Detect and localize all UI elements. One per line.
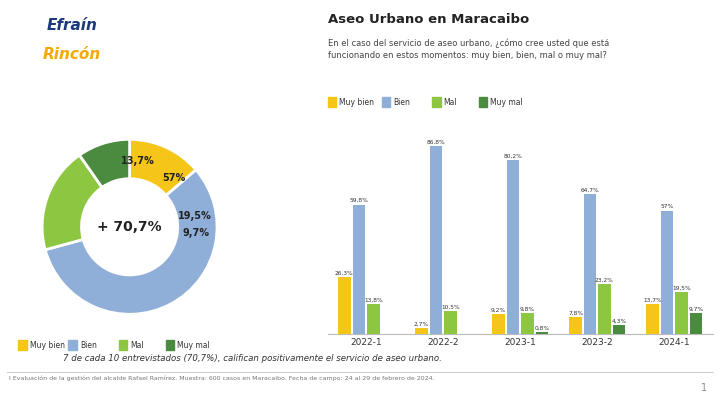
Wedge shape: [45, 170, 217, 314]
Bar: [353, 205, 365, 334]
Text: Rincón: Rincón: [43, 47, 101, 62]
Text: 9,8%: 9,8%: [520, 307, 535, 311]
Text: 57%: 57%: [660, 204, 674, 209]
Text: Muy mal: Muy mal: [490, 98, 523, 107]
Bar: [690, 313, 702, 334]
Text: 2,7%: 2,7%: [414, 322, 429, 327]
Text: Mal: Mal: [444, 98, 457, 107]
Text: 13,8%: 13,8%: [364, 298, 383, 303]
Text: Muy bien: Muy bien: [339, 98, 374, 107]
Bar: [507, 160, 519, 334]
Text: 19,5%: 19,5%: [179, 211, 212, 221]
Text: 0,8%: 0,8%: [534, 326, 549, 331]
Text: + 70,7%: + 70,7%: [97, 220, 162, 234]
Text: Muy mal: Muy mal: [177, 341, 210, 350]
Text: Mal: Mal: [130, 341, 144, 350]
Wedge shape: [130, 139, 196, 196]
Bar: [647, 305, 659, 334]
Text: 23,2%: 23,2%: [595, 277, 614, 283]
Text: 13,7%: 13,7%: [121, 156, 154, 166]
Text: Muy bien: Muy bien: [30, 341, 65, 350]
Text: 9,2%: 9,2%: [491, 308, 506, 313]
Bar: [598, 284, 611, 334]
Text: 4,3%: 4,3%: [611, 318, 626, 324]
Bar: [430, 146, 442, 334]
Text: I Evaluación de la gestión del alcalde Rafael Ramírez. Muestra: 600 casos en Mar: I Evaluación de la gestión del alcalde R…: [9, 376, 434, 382]
Text: En el caso del servicio de aseo urbano, ¿cómo cree usted que está
funcionando en: En el caso del servicio de aseo urbano, …: [328, 38, 609, 60]
Bar: [536, 333, 548, 334]
Text: 1: 1: [701, 383, 707, 393]
Text: 13,7%: 13,7%: [643, 298, 662, 303]
Text: 57%: 57%: [163, 173, 186, 183]
Text: 19,5%: 19,5%: [672, 286, 691, 290]
Bar: [675, 292, 688, 334]
Wedge shape: [79, 139, 130, 188]
Bar: [492, 314, 505, 334]
Text: 7,8%: 7,8%: [568, 311, 583, 316]
Bar: [570, 317, 582, 334]
Text: 59,8%: 59,8%: [349, 198, 369, 203]
Text: Efraín: Efraín: [47, 18, 97, 33]
Text: 64,7%: 64,7%: [580, 188, 599, 193]
Bar: [521, 313, 534, 334]
Wedge shape: [42, 155, 102, 250]
Text: 7 de cada 10 entrevistados (70,7%), califican positivamente el servicio de aseo : 7 de cada 10 entrevistados (70,7%), cali…: [63, 354, 441, 363]
Text: 86,8%: 86,8%: [426, 140, 445, 145]
Bar: [613, 325, 625, 334]
Text: Bien: Bien: [80, 341, 96, 350]
Text: 9,7%: 9,7%: [688, 307, 703, 312]
Bar: [444, 311, 456, 334]
Text: 10,5%: 10,5%: [441, 305, 460, 310]
Text: 26,3%: 26,3%: [335, 271, 354, 276]
Bar: [367, 304, 379, 334]
Bar: [415, 328, 428, 334]
Bar: [661, 211, 673, 334]
Text: 9,7%: 9,7%: [182, 228, 210, 238]
Bar: [338, 277, 351, 334]
Bar: [584, 194, 596, 334]
Text: Aseo Urbano en Maracaibo: Aseo Urbano en Maracaibo: [328, 13, 529, 26]
Text: Consultores: Consultores: [51, 94, 96, 103]
Text: 80,2%: 80,2%: [503, 154, 523, 159]
Text: Bien: Bien: [393, 98, 410, 107]
